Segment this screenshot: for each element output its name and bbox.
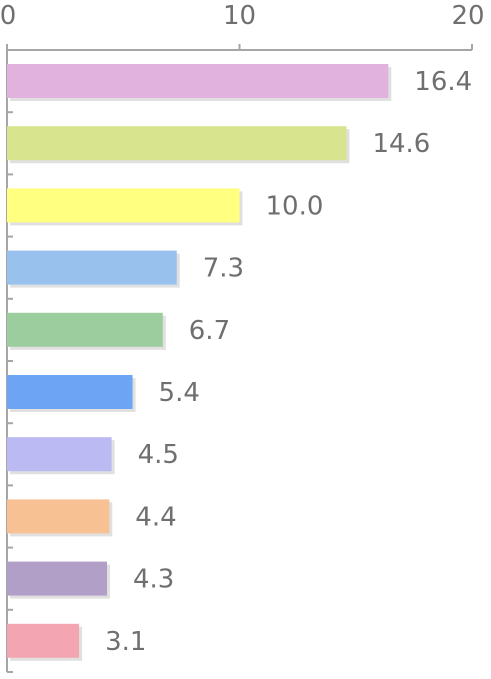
x-tick-label: 20 (451, 1, 484, 31)
x-tick-label: 10 (223, 1, 256, 31)
bar-value-label: 3.1 (105, 627, 146, 657)
bar-value-label: 10.0 (266, 191, 324, 221)
bar (7, 561, 107, 596)
bar (7, 375, 133, 409)
bar (7, 312, 163, 347)
bar-value-label: 14.6 (372, 129, 430, 159)
bar-value-label: 4.3 (133, 565, 174, 595)
bar-value-label: 6.7 (189, 316, 230, 346)
bar (7, 64, 389, 98)
bar (7, 437, 112, 472)
bar-value-label: 16.4 (414, 67, 472, 97)
bar (7, 126, 347, 161)
bar (7, 188, 240, 223)
bar-layer (7, 64, 392, 661)
bar (7, 623, 80, 658)
bar-value-label: 7.3 (203, 254, 244, 284)
bar (7, 250, 177, 285)
bar (7, 499, 110, 534)
x-tick-label: 0 (0, 1, 16, 31)
bar-value-label: 4.4 (135, 502, 176, 532)
label-layer: 16.4 14.6 10.0 7.3 6.7 5.4 4.5 4.4 4.3 3.1 (105, 67, 472, 657)
bar-value-label: 4.5 (138, 440, 179, 470)
bar-value-label: 5.4 (159, 378, 200, 408)
